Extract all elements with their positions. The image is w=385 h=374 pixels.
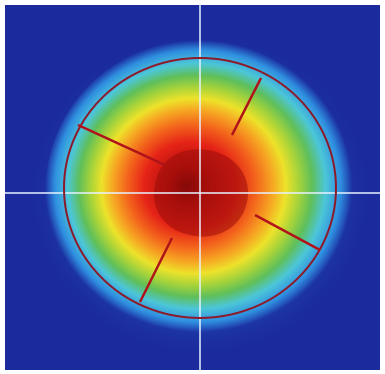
radius-line — [138, 237, 174, 303]
radius-lines — [77, 77, 321, 303]
radius-line — [77, 123, 166, 167]
radius-line — [230, 77, 263, 136]
fit-ellipse — [63, 57, 337, 319]
radius-line — [254, 213, 321, 252]
